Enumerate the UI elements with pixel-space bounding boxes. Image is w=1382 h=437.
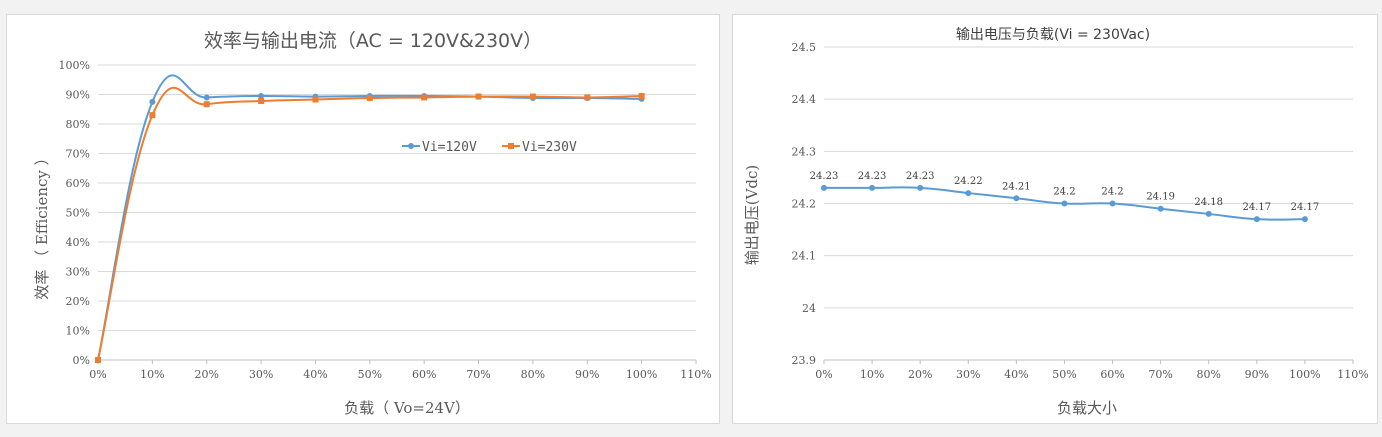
x-tick-label: 40% xyxy=(1004,368,1028,381)
x-tick-label: 20% xyxy=(195,368,219,381)
x-tick-label: 10% xyxy=(860,368,884,381)
data-point xyxy=(1013,195,1020,202)
data-point xyxy=(258,97,265,104)
data-point xyxy=(1061,200,1068,207)
data-point xyxy=(1301,216,1308,223)
y-tick-label: 80% xyxy=(66,118,90,131)
x-tick-label: 40% xyxy=(303,368,327,381)
y-tick-label: 100% xyxy=(59,59,90,72)
data-point xyxy=(1253,216,1260,223)
x-tick-label: 30% xyxy=(956,368,980,381)
y-tick-label: 60% xyxy=(66,177,90,190)
legend-marker-2 xyxy=(508,143,514,149)
x-tick-label: 20% xyxy=(908,368,932,381)
x-tick-label: 110% xyxy=(680,368,711,381)
x-axis-title: 负载（ Vo=24V） xyxy=(344,399,470,417)
chart-title: 效率与输出电流（AC = 120V&230V） xyxy=(204,30,542,52)
data-point xyxy=(149,98,156,105)
data-label: 24.17 xyxy=(1242,202,1271,213)
data-point xyxy=(638,92,645,99)
data-label: 24.21 xyxy=(1002,181,1031,192)
x-tick-label: 60% xyxy=(412,368,436,381)
data-label: 24.23 xyxy=(810,171,839,182)
x-tick-label: 50% xyxy=(358,368,382,381)
voltage-chart-panel: 输出电压与负载(Vi = 230Vac) 23.9 24 24.1 24.2 24.3 2… xyxy=(732,14,1378,424)
data-point xyxy=(529,93,536,100)
data-point xyxy=(258,92,265,99)
x-tick-label: 10% xyxy=(140,368,164,381)
data-point xyxy=(584,94,591,101)
y-tick-label: 0% xyxy=(73,354,90,367)
y-tick-label: 24.5 xyxy=(792,41,817,54)
x-tick-label: 30% xyxy=(249,368,273,381)
data-point xyxy=(869,184,876,191)
x-tick-label: 70% xyxy=(466,368,490,381)
data-label: 24.23 xyxy=(858,171,887,182)
y-tick-label: 24.4 xyxy=(792,93,817,106)
y-tick-label: 20% xyxy=(66,295,90,308)
data-point xyxy=(917,184,924,191)
data-point xyxy=(1109,200,1116,207)
legend-marker-1 xyxy=(408,143,414,149)
data-label: 24.23 xyxy=(906,171,935,182)
x-tick-label: 70% xyxy=(1148,368,1172,381)
x-tick-label: 0% xyxy=(815,368,832,381)
y-tick-label: 24.3 xyxy=(792,145,817,158)
y-tick-label: 23.9 xyxy=(792,354,817,367)
x-tick-label: 50% xyxy=(1052,368,1076,381)
legend-label-2: Vi=230V xyxy=(522,140,577,155)
x-tick-label: 60% xyxy=(1100,368,1124,381)
x-tick-label: 90% xyxy=(575,368,599,381)
y-tick-label: 24.1 xyxy=(792,250,817,263)
data-point xyxy=(203,94,210,101)
x-tick-label: 80% xyxy=(1197,368,1221,381)
y-tick-label: 50% xyxy=(66,207,90,220)
data-label: 24.19 xyxy=(1146,192,1175,203)
data-point xyxy=(366,95,373,102)
data-point xyxy=(95,357,101,363)
x-tick-label: 0% xyxy=(89,368,106,381)
data-label: 24.22 xyxy=(954,176,983,187)
y-tick-label: 24 xyxy=(802,302,816,315)
chart-title: 输出电压与负载(Vi = 230Vac) xyxy=(956,27,1150,43)
y-tick-label: 30% xyxy=(66,266,90,279)
y-tick-label: 10% xyxy=(66,325,90,338)
x-tick-label: 80% xyxy=(521,368,545,381)
series-line-2 xyxy=(97,87,642,361)
x-axis-title: 负载大小 xyxy=(1057,399,1117,417)
data-label: 24.2 xyxy=(1053,187,1075,198)
data-label: 24.18 xyxy=(1194,197,1223,208)
y-axis-title: 输出电压(Vdc) xyxy=(743,165,761,266)
data-label: 24.2 xyxy=(1101,187,1123,198)
efficiency-chart: 效率与输出电流（AC = 120V&230V） 0% 10% 20% 30% 40% 50… xyxy=(33,30,712,417)
efficiency-chart-panel: 效率与输出电流（AC = 120V&230V） 0% 10% 20% 30% 40% 50… xyxy=(6,14,720,424)
voltage-chart: 输出电压与负载(Vi = 230Vac) 23.9 24 24.1 24.2 24.3 2… xyxy=(743,27,1369,417)
data-point xyxy=(203,101,210,108)
data-point xyxy=(1205,210,1212,217)
y-tick-label: 24.2 xyxy=(792,198,817,211)
x-tick-label: 100% xyxy=(626,368,657,381)
data-point xyxy=(1157,205,1164,212)
series-line-1 xyxy=(97,74,642,361)
data-point xyxy=(965,190,972,197)
x-tick-label: 110% xyxy=(1337,368,1368,381)
data-point xyxy=(421,94,428,101)
y-tick-label: 90% xyxy=(66,89,90,102)
legend-label-1: Vi=120V xyxy=(422,140,477,155)
data-point xyxy=(821,184,827,191)
data-point xyxy=(149,112,156,119)
y-tick-label: 40% xyxy=(66,236,90,249)
data-point xyxy=(312,96,319,103)
x-tick-label: 90% xyxy=(1245,368,1269,381)
data-point xyxy=(475,93,482,100)
data-label: 24.17 xyxy=(1291,202,1320,213)
y-axis-title: 效率 （ Efficiency ） xyxy=(33,150,51,299)
x-tick-label: 100% xyxy=(1289,368,1320,381)
y-tick-label: 70% xyxy=(66,148,90,161)
